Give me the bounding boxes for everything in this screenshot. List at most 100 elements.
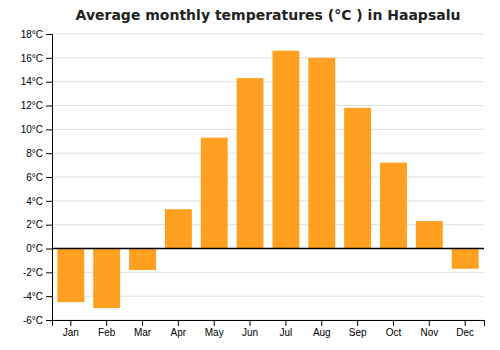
- bars: [57, 51, 478, 308]
- y-tick: 18°C: [21, 29, 52, 40]
- y-tick-label: -2°C: [23, 267, 43, 278]
- x-axis: Jan Feb Mar Apr May Jun Jul Aug Sep Oct Nov Dec: [53, 320, 485, 338]
- bar: [380, 163, 407, 249]
- y-tick-mark: [46, 34, 52, 35]
- grid-line: [52, 105, 484, 106]
- x-tick: Nov: [420, 320, 438, 338]
- y-tick: -6°C: [23, 315, 52, 326]
- y-tick-mark: [46, 153, 52, 154]
- x-tick-mark: [465, 320, 466, 326]
- grid-line: [52, 129, 484, 130]
- y-tick-mark: [46, 296, 52, 297]
- y-tick-mark: [46, 249, 52, 250]
- y-tick-label: 18°C: [21, 29, 43, 40]
- grid-line: [52, 177, 484, 178]
- chart: -6°C -4°C -2°C 0°C 2°C 4°C 6°C 8°C 10°C 12°C 14°C 1…: [0, 0, 500, 350]
- bar: [452, 249, 479, 269]
- x-tick-label: Dec: [456, 327, 474, 338]
- x-tick: Feb: [98, 320, 116, 338]
- x-tick-mark: [429, 320, 430, 326]
- x-tick-label: Feb: [98, 327, 116, 338]
- x-tick-label: Sep: [349, 327, 367, 338]
- x-axis-line: [53, 321, 485, 327]
- bar: [129, 249, 156, 270]
- x-tick-mark: [357, 320, 358, 326]
- y-tick-mark: [46, 177, 52, 178]
- y-tick: -2°C: [23, 267, 52, 278]
- x-tick-label: Jun: [242, 327, 258, 338]
- x-tick-label: May: [205, 327, 224, 338]
- y-tick-label: 12°C: [21, 100, 43, 111]
- x-tick: May: [205, 320, 224, 338]
- x-tick-label: Aug: [313, 327, 331, 338]
- bar: [57, 249, 84, 303]
- x-tick-mark: [285, 320, 286, 326]
- y-tick-label: 8°C: [26, 148, 43, 159]
- x-tick: Dec: [456, 320, 474, 338]
- bar: [165, 209, 192, 248]
- y-tick-label: -6°C: [23, 315, 43, 326]
- x-tick: Apr: [171, 320, 187, 338]
- bar: [416, 221, 443, 248]
- y-tick-label: 14°C: [21, 76, 43, 87]
- y-tick: 16°C: [21, 53, 52, 64]
- y-tick: 0°C: [26, 243, 52, 254]
- y-tick: 4°C: [26, 196, 52, 207]
- grid-line: [52, 81, 484, 82]
- y-tick: 2°C: [26, 219, 52, 230]
- y-tick-mark: [46, 58, 52, 59]
- bar: [237, 78, 264, 248]
- x-tick: Jun: [242, 320, 258, 338]
- x-tick-label: Jan: [63, 327, 79, 338]
- y-tick-label: 4°C: [26, 196, 43, 207]
- x-tick-label: Jul: [280, 327, 293, 338]
- grid-line: [52, 34, 484, 35]
- y-tick-mark: [46, 272, 52, 273]
- title: Average monthly temperatures (°C ) in Ha…: [76, 7, 461, 23]
- y-tick-label: 0°C: [26, 243, 43, 254]
- x-tick-label: Apr: [171, 327, 187, 338]
- y-tick: 10°C: [21, 124, 52, 135]
- x-tick-mark: [250, 320, 251, 326]
- x-tick: Jul: [280, 320, 293, 338]
- grid-line: [52, 153, 484, 154]
- x-tick: Aug: [313, 320, 331, 338]
- x-tick-label: Mar: [134, 327, 152, 338]
- x-tick: Jan: [63, 320, 79, 338]
- grid-line: [52, 57, 484, 58]
- y-tick-label: 16°C: [21, 53, 43, 64]
- y-tick-label: 2°C: [26, 219, 43, 230]
- x-tick-mark: [178, 320, 179, 326]
- bar: [344, 108, 371, 249]
- x-tick-mark: [142, 320, 143, 326]
- x-tick-mark: [70, 320, 71, 326]
- grid-line: [52, 200, 484, 201]
- x-tick-label: Nov: [420, 327, 438, 338]
- x-tick: Sep: [349, 320, 367, 338]
- y-axis-line: [46, 35, 53, 321]
- bar: [272, 51, 299, 249]
- y-tick-label: -4°C: [23, 291, 43, 302]
- y-tick-mark: [46, 106, 52, 107]
- x-tick-mark: [393, 320, 394, 326]
- y-tick-mark: [46, 82, 52, 83]
- y-tick-mark: [46, 225, 52, 226]
- x-tick-label: Oct: [386, 327, 402, 338]
- x-tick: Oct: [386, 320, 402, 338]
- x-tick-mark: [106, 320, 107, 326]
- y-tick-label: 6°C: [26, 172, 43, 183]
- x-tick: Mar: [134, 320, 152, 338]
- zero-line: [52, 248, 484, 250]
- bar: [201, 138, 228, 249]
- plot: -6°C -4°C -2°C 0°C 2°C 4°C 6°C 8°C 10°C 12°C 14°C 1…: [21, 29, 485, 338]
- x-tick-mark: [321, 320, 322, 326]
- y-tick: 12°C: [21, 100, 52, 111]
- grid: [52, 34, 484, 320]
- y-tick: 8°C: [26, 148, 52, 159]
- y-tick-mark: [46, 201, 52, 202]
- y-axis: -6°C -4°C -2°C 0°C 2°C 4°C 6°C 8°C 10°C 12°C 14°C 1…: [21, 29, 53, 326]
- y-tick: 14°C: [21, 76, 52, 87]
- grid-line: [52, 248, 484, 249]
- x-tick-mark: [214, 320, 215, 326]
- y-tick-label: 10°C: [21, 124, 43, 135]
